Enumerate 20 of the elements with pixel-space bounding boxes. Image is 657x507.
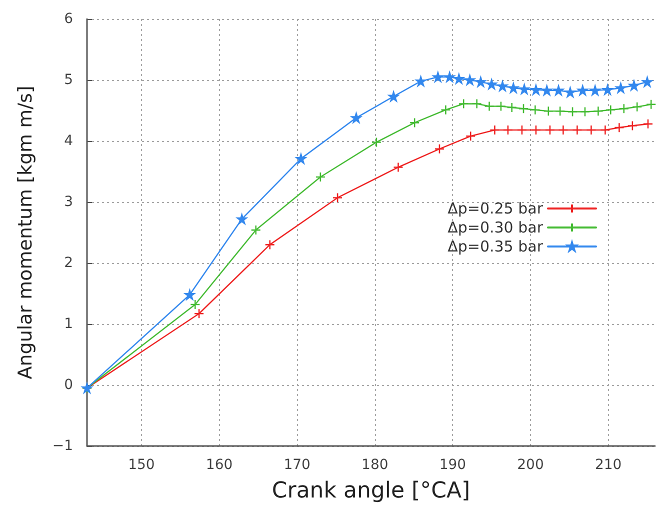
x-tick-label: 170 <box>284 457 310 473</box>
x-tick-label: 160 <box>206 457 233 473</box>
y-tick-label: 1 <box>64 316 73 332</box>
y-tick-label: 5 <box>64 72 73 88</box>
x-tick-label: 210 <box>594 457 622 473</box>
y-tick-label: −1 <box>52 438 73 454</box>
x-tick-label: 190 <box>439 457 466 473</box>
y-tick-label: 0 <box>64 377 73 393</box>
x-tick-label: 180 <box>362 457 388 473</box>
legend-label: Δp=0.30 bar <box>448 218 544 236</box>
y-tick-label: 2 <box>64 255 73 271</box>
legend-label: Δp=0.25 bar <box>448 200 544 218</box>
y-tick-label: 3 <box>64 194 73 210</box>
x-axis-title: Crank angle [°CA] <box>272 478 470 504</box>
x-tick-label: 200 <box>517 457 544 473</box>
y-axis-title: Angular momentum [kgm m/s] <box>14 86 36 380</box>
x-tick-label: 150 <box>128 457 155 473</box>
y-tick-label: 6 <box>64 11 74 27</box>
legend-label: Δp=0.35 bar <box>448 238 544 256</box>
y-tick-label: 4 <box>64 133 74 149</box>
